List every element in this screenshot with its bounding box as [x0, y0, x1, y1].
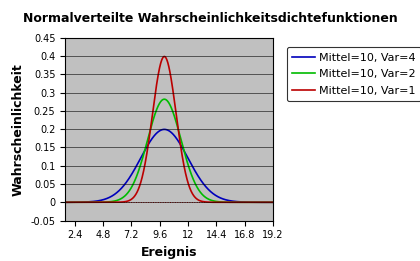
Mittel=10, Var=2	[230, 201, 235, 204]
Mittel=10, Var=2	[273, 201, 278, 204]
Mittel=10, Var=1	[273, 201, 278, 204]
Mittel=10, Var=1	[273, 201, 278, 204]
Mittel=10, Var=4	[44, 201, 49, 204]
Mittel=10, Var=4	[273, 201, 278, 204]
Mittel=10, Var=4	[230, 200, 235, 203]
Line: Mittel=10, Var=1: Mittel=10, Var=1	[46, 56, 283, 202]
Mittel=10, Var=2	[56, 201, 61, 204]
Mittel=10, Var=1	[152, 95, 158, 98]
Mittel=10, Var=1	[56, 201, 61, 204]
Mittel=10, Var=2	[159, 99, 164, 103]
X-axis label: Ereignis: Ereignis	[141, 246, 197, 259]
Mittel=10, Var=4	[56, 201, 61, 204]
Line: Mittel=10, Var=2: Mittel=10, Var=2	[46, 99, 283, 202]
Mittel=10, Var=1	[280, 201, 285, 204]
Mittel=10, Var=1	[44, 201, 49, 204]
Mittel=10, Var=1	[230, 201, 235, 204]
Mittel=10, Var=2	[273, 201, 278, 204]
Mittel=10, Var=4	[152, 133, 158, 137]
Mittel=10, Var=1	[162, 55, 167, 58]
Mittel=10, Var=4	[162, 128, 167, 131]
Line: Mittel=10, Var=4: Mittel=10, Var=4	[46, 129, 283, 202]
Mittel=10, Var=4	[159, 128, 164, 132]
Legend: Mittel=10, Var=4, Mittel=10, Var=2, Mittel=10, Var=1: Mittel=10, Var=4, Mittel=10, Var=2, Mitt…	[287, 47, 420, 102]
Y-axis label: Wahrscheinlichkeit: Wahrscheinlichkeit	[12, 63, 25, 195]
Mittel=10, Var=2	[162, 98, 167, 101]
Mittel=10, Var=2	[280, 201, 285, 204]
Mittel=10, Var=1	[159, 60, 164, 63]
Text: Normalverteilte Wahrscheinlichkeitsdichtefunktionen: Normalverteilte Wahrscheinlichkeitsdicht…	[23, 12, 397, 25]
Mittel=10, Var=4	[280, 201, 285, 204]
Mittel=10, Var=2	[44, 201, 49, 204]
Mittel=10, Var=4	[273, 201, 278, 204]
Mittel=10, Var=2	[152, 113, 158, 116]
